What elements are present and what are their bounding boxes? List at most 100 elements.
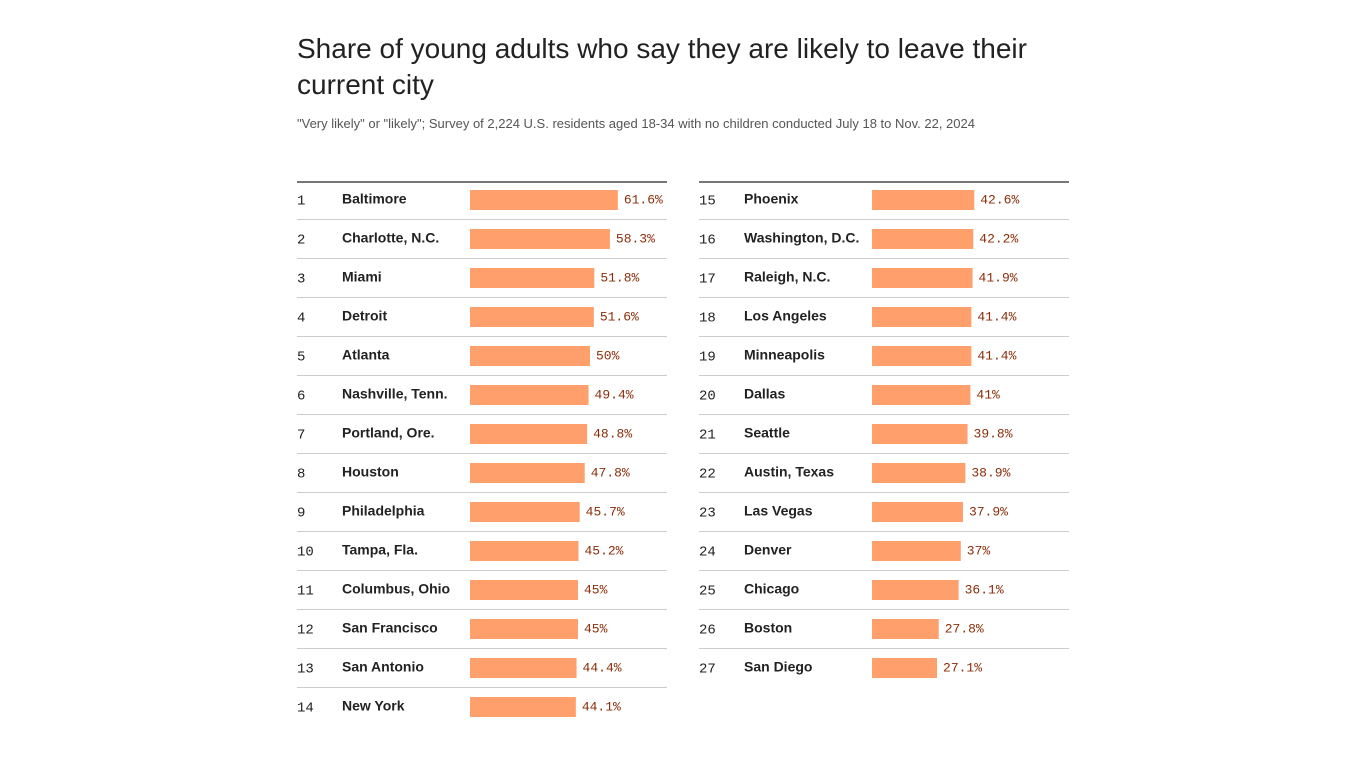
bar (470, 424, 588, 444)
city-name: Washington, D.C. (744, 230, 859, 246)
value-label: 50% (596, 348, 620, 363)
city-name: Las Vegas (744, 503, 813, 519)
rank: 14 (297, 701, 314, 717)
bar (470, 268, 595, 288)
rank: 26 (699, 623, 716, 639)
chart-subtitle: "Very likely" or "likely"; Survey of 2,2… (297, 116, 975, 131)
city-name: San Antonio (342, 659, 424, 675)
city-name: Dallas (744, 386, 785, 402)
bar (872, 385, 971, 405)
rank: 10 (297, 545, 314, 561)
value-label: 58.3% (616, 231, 655, 246)
value-label: 51.8% (600, 270, 639, 285)
rank: 8 (297, 467, 305, 483)
rank: 2 (297, 233, 305, 249)
bar (470, 229, 610, 249)
city-name: Atlanta (342, 347, 390, 363)
value-label: 27.8% (945, 621, 984, 636)
city-name: Nashville, Tenn. (342, 386, 448, 402)
rank: 16 (699, 233, 716, 249)
city-name: Minneapolis (744, 347, 825, 363)
city-name: San Diego (744, 659, 812, 675)
value-label: 42.6% (980, 192, 1019, 207)
city-name: Chicago (744, 581, 799, 597)
city-name: Detroit (342, 308, 387, 324)
rank: 18 (699, 311, 716, 327)
rank: 13 (297, 662, 314, 678)
bar (872, 424, 968, 444)
rank: 9 (297, 506, 305, 522)
value-label: 42.2% (979, 231, 1018, 246)
city-name: Seattle (744, 425, 790, 441)
city-name: Raleigh, N.C. (744, 269, 830, 285)
bar (872, 502, 963, 522)
value-label: 39.8% (974, 426, 1013, 441)
rank: 24 (699, 545, 716, 561)
bar (872, 463, 966, 483)
city-name: Phoenix (744, 191, 799, 207)
rank: 7 (297, 428, 305, 444)
value-label: 41% (976, 387, 1000, 402)
rank: 1 (297, 194, 305, 210)
bar (872, 307, 972, 327)
city-name: Denver (744, 542, 792, 558)
bar (470, 346, 590, 366)
bar (470, 697, 576, 717)
bar (872, 190, 975, 210)
value-label: 37.9% (969, 504, 1008, 519)
city-name: Austin, Texas (744, 464, 834, 480)
city-name: Houston (342, 464, 399, 480)
bar (872, 268, 973, 288)
rank: 20 (699, 389, 716, 405)
bar (470, 541, 579, 561)
bar (470, 502, 580, 522)
value-label: 41.4% (977, 309, 1016, 324)
rank: 22 (699, 467, 716, 483)
city-name: New York (342, 698, 405, 714)
value-label: 45% (584, 582, 608, 597)
value-label: 48.8% (593, 426, 632, 441)
city-name: Portland, Ore. (342, 425, 435, 441)
city-name: Charlotte, N.C. (342, 230, 439, 246)
rank: 12 (297, 623, 314, 639)
value-label: 61.6% (624, 192, 663, 207)
bar (872, 229, 974, 249)
chart-title: Share of young adults who say they are l… (297, 33, 1027, 100)
bar (872, 619, 939, 639)
value-label: 44.4% (583, 660, 622, 675)
value-label: 36.1% (965, 582, 1004, 597)
city-name: Miami (342, 269, 382, 285)
rank: 23 (699, 506, 716, 522)
value-label: 37% (967, 543, 991, 558)
city-name: Los Angeles (744, 308, 827, 324)
rank: 21 (699, 428, 716, 444)
bar (872, 658, 938, 678)
rank: 19 (699, 350, 716, 366)
value-label: 41.9% (979, 270, 1018, 285)
value-label: 49.4% (595, 387, 634, 402)
city-name: Tampa, Fla. (342, 542, 418, 558)
value-label: 47.8% (591, 465, 630, 480)
city-name: Baltimore (342, 191, 407, 207)
value-label: 44.1% (582, 699, 621, 714)
value-label: 51.6% (600, 309, 639, 324)
bar (872, 541, 961, 561)
value-label: 45% (584, 621, 608, 636)
rank: 25 (699, 584, 716, 600)
bar (470, 580, 578, 600)
value-label: 38.9% (971, 465, 1010, 480)
city-name: Columbus, Ohio (342, 581, 450, 597)
bar (470, 619, 578, 639)
bar (470, 385, 589, 405)
rank: 11 (297, 584, 314, 600)
rank: 4 (297, 311, 305, 327)
city-name: Philadelphia (342, 503, 425, 519)
rank: 6 (297, 389, 305, 405)
value-label: 27.1% (943, 660, 982, 675)
rank: 17 (699, 272, 716, 288)
bar (470, 307, 594, 327)
city-name: Boston (744, 620, 792, 636)
rank: 27 (699, 662, 716, 678)
